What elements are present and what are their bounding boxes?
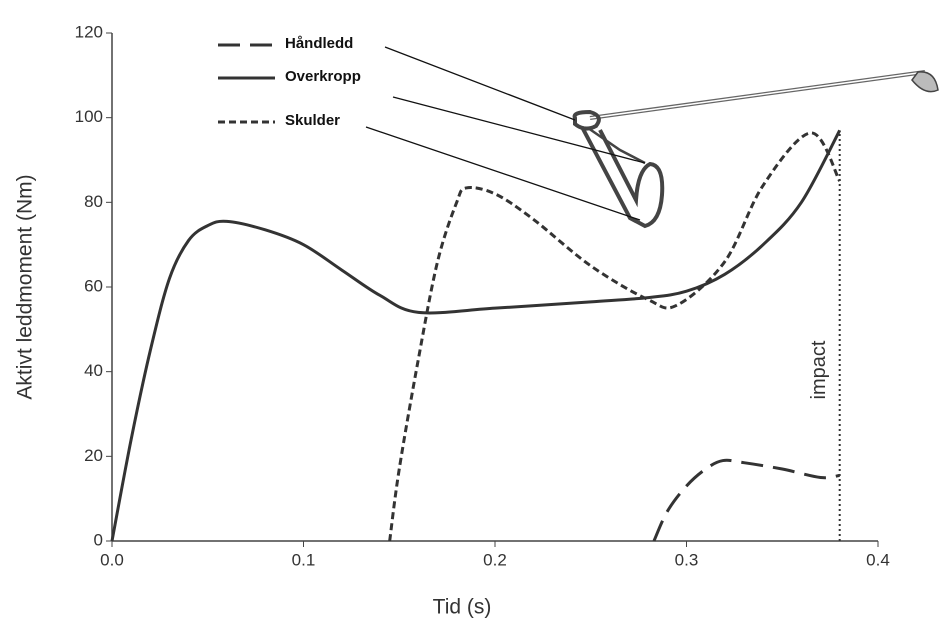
y-axis-title: Aktivt leddmoment (Nm) (14, 174, 37, 399)
series-line (390, 133, 840, 541)
x-tick-label: 0.3 (675, 550, 699, 569)
y-tick-label: 60 (84, 276, 103, 295)
y-tick-label: 20 (84, 446, 103, 465)
y-tick-label: 40 (84, 361, 103, 380)
series-line (112, 130, 840, 541)
golfer-sketch (366, 47, 938, 226)
x-tick-label: 0.2 (483, 550, 507, 569)
x-axis-title: Tid (s) (433, 596, 492, 619)
x-tick-label: 0.1 (292, 550, 316, 569)
y-tick-label: 100 (75, 107, 103, 126)
legend-label: Skulder (285, 112, 340, 129)
x-tick-label: 0.0 (100, 550, 124, 569)
series-line (654, 460, 840, 541)
y-tick-label: 120 (75, 22, 103, 41)
chart: Tid (s) Aktivt leddmoment (Nm) 0.0 0.1 0.2… (0, 0, 939, 626)
x-tick-label: 0.4 (866, 550, 890, 569)
y-tick-label: 80 (84, 192, 103, 211)
y-tick-label: 0 (94, 530, 103, 549)
legend-label: Håndledd (285, 35, 353, 52)
impact-label: impact (808, 340, 830, 399)
legend-label: Overkropp (285, 68, 361, 85)
